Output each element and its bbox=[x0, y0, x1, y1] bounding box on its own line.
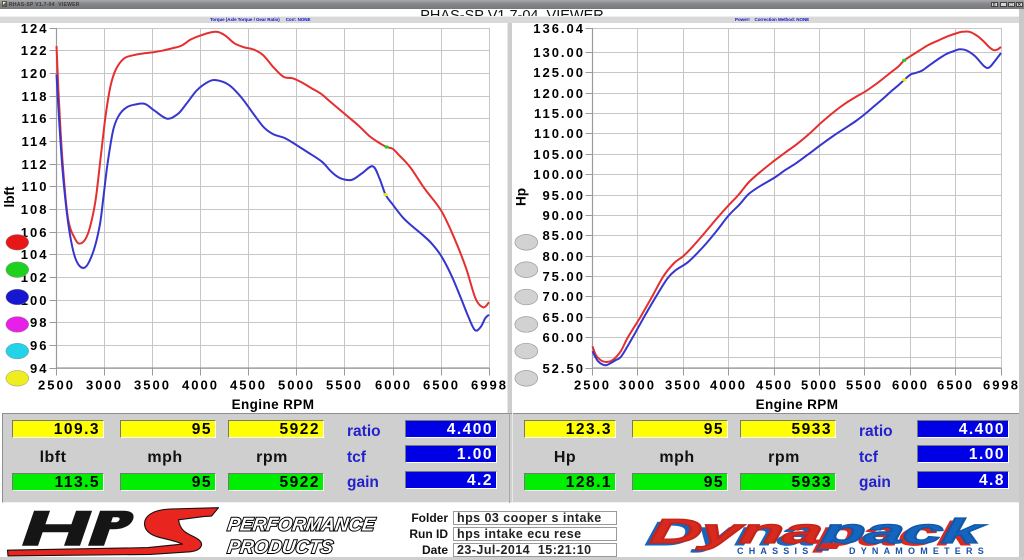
svg-text:5500: 5500 bbox=[326, 378, 363, 393]
svg-text:6500: 6500 bbox=[937, 378, 974, 393]
svg-text:4000: 4000 bbox=[710, 378, 747, 393]
svg-text:116: 116 bbox=[22, 111, 49, 126]
svg-text:Engine RPM: Engine RPM bbox=[756, 397, 839, 412]
svg-text:6000: 6000 bbox=[375, 378, 412, 393]
svg-text:95.00: 95.00 bbox=[542, 188, 585, 203]
svg-text:5500: 5500 bbox=[846, 378, 883, 393]
svg-text:120: 120 bbox=[21, 66, 49, 81]
svg-text:65.00: 65.00 bbox=[542, 310, 585, 325]
svg-text:60.00: 60.00 bbox=[542, 330, 585, 345]
svg-text:3000: 3000 bbox=[619, 378, 656, 393]
svg-text:6000: 6000 bbox=[892, 378, 929, 393]
svg-text:6998: 6998 bbox=[471, 378, 508, 393]
svg-text:100.00: 100.00 bbox=[533, 167, 585, 182]
svg-text:118: 118 bbox=[22, 89, 49, 104]
svg-text:Engine RPM: Engine RPM bbox=[232, 397, 315, 412]
svg-text:125.00: 125.00 bbox=[533, 65, 585, 80]
svg-text:122: 122 bbox=[21, 43, 49, 58]
svg-text:3500: 3500 bbox=[134, 378, 171, 393]
svg-text:106: 106 bbox=[21, 225, 49, 240]
svg-text:94: 94 bbox=[30, 361, 48, 376]
svg-text:90.00: 90.00 bbox=[542, 208, 585, 223]
svg-text:105.00: 105.00 bbox=[533, 147, 585, 162]
svg-text:4000: 4000 bbox=[182, 378, 219, 393]
svg-text:lbft: lbft bbox=[2, 186, 17, 207]
svg-text:115.00: 115.00 bbox=[534, 106, 585, 121]
svg-text:Hp: Hp bbox=[514, 188, 529, 206]
svg-text:85.00: 85.00 bbox=[542, 228, 585, 243]
svg-text:2500: 2500 bbox=[38, 378, 75, 393]
svg-text:124: 124 bbox=[21, 21, 49, 36]
svg-text:108: 108 bbox=[21, 202, 49, 217]
svg-text:4500: 4500 bbox=[230, 378, 267, 393]
svg-text:3500: 3500 bbox=[665, 378, 702, 393]
svg-text:130.00: 130.00 bbox=[533, 45, 585, 60]
svg-text:6998: 6998 bbox=[983, 378, 1020, 393]
svg-text:80.00: 80.00 bbox=[542, 249, 585, 264]
svg-text:104: 104 bbox=[21, 247, 49, 262]
svg-text:136.04: 136.04 bbox=[533, 21, 585, 36]
svg-text:5000: 5000 bbox=[278, 378, 315, 393]
svg-text:110.00: 110.00 bbox=[534, 126, 585, 141]
svg-text:5000: 5000 bbox=[801, 378, 838, 393]
svg-text:52.50: 52.50 bbox=[542, 361, 585, 376]
svg-text:PRODUCTS: PRODUCTS bbox=[226, 536, 335, 557]
svg-text:3000: 3000 bbox=[86, 378, 123, 393]
svg-text:6500: 6500 bbox=[423, 378, 460, 393]
svg-text:2500: 2500 bbox=[574, 378, 611, 393]
svg-text:98: 98 bbox=[30, 315, 48, 330]
svg-text:PERFORMANCE: PERFORMANCE bbox=[226, 514, 376, 535]
svg-text:96: 96 bbox=[30, 338, 48, 353]
svg-text:70.00: 70.00 bbox=[542, 289, 585, 304]
svg-text:112: 112 bbox=[22, 157, 49, 172]
svg-text:120.00: 120.00 bbox=[533, 86, 585, 101]
svg-text:114: 114 bbox=[22, 134, 49, 149]
svg-text:75.00: 75.00 bbox=[542, 269, 585, 284]
svg-text:110: 110 bbox=[22, 179, 49, 194]
svg-text:4500: 4500 bbox=[756, 378, 793, 393]
